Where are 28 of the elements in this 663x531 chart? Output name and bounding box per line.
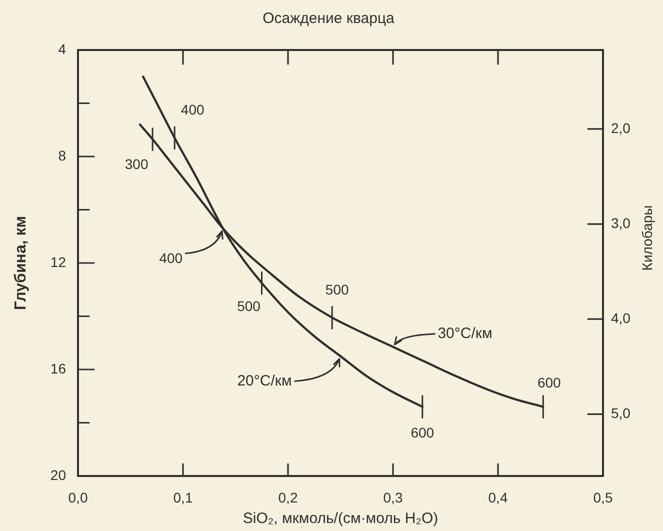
legend-label: 30°C/км: [438, 325, 492, 342]
y-axis-title: Глубина, км: [12, 216, 30, 310]
x-tick-label: 0,2: [278, 489, 298, 506]
y-tick-label: 12: [50, 254, 66, 270]
chart-title: Осаждение кварца: [262, 10, 396, 28]
x-tick-label: 0,4: [488, 489, 508, 506]
x-tick-label: 0,5: [593, 489, 613, 506]
x-tick-label: 0,1: [173, 489, 193, 506]
annotation: 300: [124, 156, 148, 172]
y-tick-label: 8: [58, 147, 66, 164]
y-tick-label: 20: [50, 466, 66, 483]
annotation: 600: [537, 374, 562, 391]
x-tick-label: 0,3: [383, 489, 403, 506]
x-axis-title: SiO₂, мкмоль/(см·моль H₂O): [242, 510, 438, 528]
annotation: 600: [410, 424, 434, 441]
y2-tick-label: 2,0: [611, 120, 631, 136]
y2-tick-label: 4,0: [611, 310, 631, 326]
y2-tick-label: 5,0: [611, 405, 631, 422]
y2-tick-label: 3,0: [611, 214, 631, 231]
x-tick-label: 0,0: [68, 489, 88, 506]
annotation: 500: [237, 298, 261, 314]
annotation: 400: [159, 250, 183, 266]
annotation: 500: [325, 281, 349, 298]
y-tick-label: 16: [50, 360, 66, 376]
annotation: 400: [180, 102, 204, 118]
text: 20°C/км: [237, 372, 292, 390]
y-tick-label: 4: [58, 40, 66, 57]
y2-axis-title: Килобары: [638, 205, 655, 271]
